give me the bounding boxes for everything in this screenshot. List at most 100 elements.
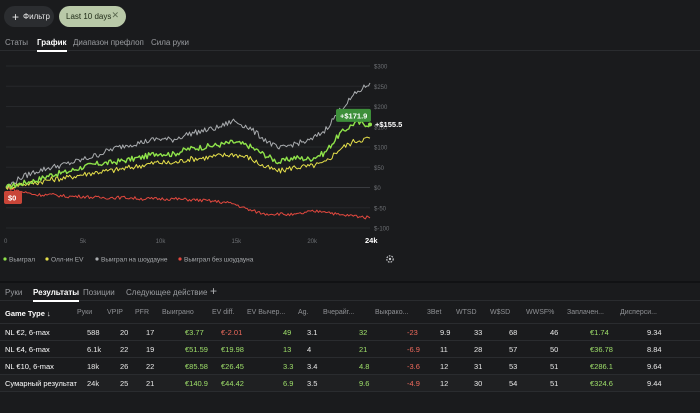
table-cell: €3.77 — [185, 328, 204, 337]
table-cell: 6.1k — [87, 345, 102, 354]
table-row[interactable]: NL €2, 6-max 588 20 17 €3.77 €-2.01 49 3.1 32 -23… — [0, 324, 700, 341]
legend-label: Выиграл — [9, 257, 35, 264]
filter-bar: + Фильтр Last 10 days ✕ — [0, 0, 700, 33]
tab-hand-strength[interactable]: Сила руки — [151, 38, 189, 47]
table-cell: 3.3 — [283, 362, 294, 371]
table-total-row[interactable]: Сумарный результат 24k 25 21 €140.9 €44.42 6.9… — [0, 375, 700, 392]
legend-label: Олл-ин EV — [51, 257, 84, 264]
table-cell: €26.45 — [221, 362, 244, 371]
tab-hands[interactable]: Руки — [5, 288, 23, 297]
y-tick-label: $-50 — [374, 206, 387, 212]
table-cell: 17 — [146, 328, 155, 337]
table-cell: 13 — [283, 345, 292, 354]
column-header[interactable]: VPIP — [107, 309, 123, 316]
tab-stats[interactable]: Статы — [5, 38, 29, 47]
series-line-0 — [5, 120, 371, 190]
legend-marker — [3, 257, 7, 261]
column-header[interactable]: PFR — [135, 309, 149, 316]
table-cell: 6.9 — [283, 379, 294, 388]
table-cell: 21 — [146, 379, 155, 388]
table-cell: €19.98 — [221, 345, 244, 354]
table-cell: 57 — [509, 345, 518, 354]
table-cell: 3.4 — [307, 362, 318, 371]
plus-icon: + — [12, 9, 20, 24]
y-tick-label: $150 — [374, 125, 388, 131]
add-filter-button[interactable]: + Фильтр — [4, 6, 54, 27]
legend-marker — [45, 257, 49, 261]
table-cell: 30 — [474, 379, 483, 388]
table-cell: 22 — [146, 362, 155, 371]
table-cell: 20 — [120, 328, 129, 337]
column-header-game-type[interactable]: Game Type ↓ — [5, 309, 51, 318]
table-cell: 54 — [509, 379, 518, 388]
column-header[interactable]: EV diff. — [212, 309, 235, 316]
table-cell: 31 — [474, 362, 483, 371]
table-cell: -6.9 — [407, 345, 420, 354]
current-value-dot — [368, 122, 372, 127]
column-header[interactable]: Вчерайг... — [323, 309, 355, 316]
bottom-tabs: Руки Результаты Позиции Следующее действ… — [0, 283, 700, 302]
column-header[interactable]: EV Вычер... — [247, 309, 286, 316]
y-tick-label: $50 — [374, 166, 385, 172]
add-tab-icon[interactable]: + — [210, 284, 218, 298]
table-cell: 46 — [550, 328, 559, 337]
column-header[interactable]: WTSD — [456, 309, 477, 316]
y-tick-label: $250 — [374, 85, 388, 91]
table-cell: 11 — [440, 345, 448, 354]
series-line-3 — [5, 187, 371, 220]
game-type-cell: NL €10, 6-max — [5, 362, 54, 371]
table-header: Game Type ↓ Руки VPIP PFR Выиграно EV di… — [0, 302, 700, 324]
column-header[interactable]: Дисперси... — [620, 309, 657, 316]
table-cell: €36.78 — [590, 345, 613, 354]
x-tick-label: 5k — [80, 239, 87, 245]
game-type-cell: Сумарный результат — [5, 379, 77, 388]
table-cell: 68 — [509, 328, 518, 337]
y-tick-label: $100 — [374, 146, 388, 152]
column-header[interactable]: Ag. — [298, 309, 309, 316]
table-row[interactable]: NL €10, 6-max 18k 26 22 €85.58 €26.45 3.3 3.4 4.… — [0, 358, 700, 375]
tab-preflop-range[interactable]: Диапазон префлоп — [73, 38, 144, 47]
peak-value-badge — [336, 108, 371, 122]
tab-results[interactable]: Результаты — [33, 288, 80, 302]
column-header[interactable]: W$SD — [490, 309, 511, 316]
y-tick-label: $200 — [374, 105, 388, 111]
table-cell: 4.8 — [359, 362, 370, 371]
tab-positions[interactable]: Позиции — [83, 288, 115, 297]
table-cell: 9.6 — [359, 379, 370, 388]
filter-chip-label: Last 10 days — [66, 12, 112, 21]
table-cell: 9.34 — [647, 328, 662, 337]
peak-value-label: +$171.9 — [340, 111, 367, 120]
column-header[interactable]: WWSF% — [526, 309, 555, 316]
table-cell: 3.5 — [307, 379, 318, 388]
close-icon[interactable]: ✕ — [111, 10, 119, 20]
table-cell: €44.42 — [221, 379, 244, 388]
table-cell: 28 — [474, 345, 483, 354]
filter-chip-last-10-days[interactable]: Last 10 days ✕ — [59, 6, 126, 27]
series-line-2 — [5, 82, 371, 188]
column-header[interactable]: 3Bet — [427, 309, 442, 316]
table-cell: 49 — [283, 328, 292, 337]
table-cell: 12 — [440, 379, 449, 388]
column-header[interactable]: Руки — [77, 309, 93, 316]
table-cell: -3.6 — [407, 362, 420, 371]
tab-graph[interactable]: График — [37, 38, 67, 52]
table-cell: -23 — [407, 328, 418, 337]
table-cell: 25 — [120, 379, 129, 388]
game-type-cell: NL €2, 6-max — [5, 328, 50, 337]
legend-marker — [95, 257, 99, 261]
y-tick-label: $-100 — [374, 227, 390, 233]
legend-label: Выиграл на шоудауне — [101, 257, 168, 264]
table-row[interactable]: NL €4, 6-max 6.1k 22 19 €51.59 €19.98 13 4 21 -6.… — [0, 341, 700, 358]
column-header[interactable]: Заплачен... — [567, 309, 604, 316]
table-cell: 50 — [550, 345, 559, 354]
table-cell: 53 — [509, 362, 518, 371]
tab-next-action[interactable]: Следующее действие — [126, 288, 208, 297]
add-filter-label: Фильтр — [23, 12, 50, 21]
gear-icon[interactable] — [386, 255, 394, 263]
zero-badge — [4, 191, 22, 204]
legend-label: Выиграл без шоудауна — [184, 256, 254, 264]
column-header[interactable]: Выиграно — [162, 309, 194, 316]
column-header[interactable]: Выкрако... — [375, 309, 409, 316]
table-cell: 22 — [120, 345, 129, 354]
x-tick-label: 15k — [232, 239, 243, 245]
